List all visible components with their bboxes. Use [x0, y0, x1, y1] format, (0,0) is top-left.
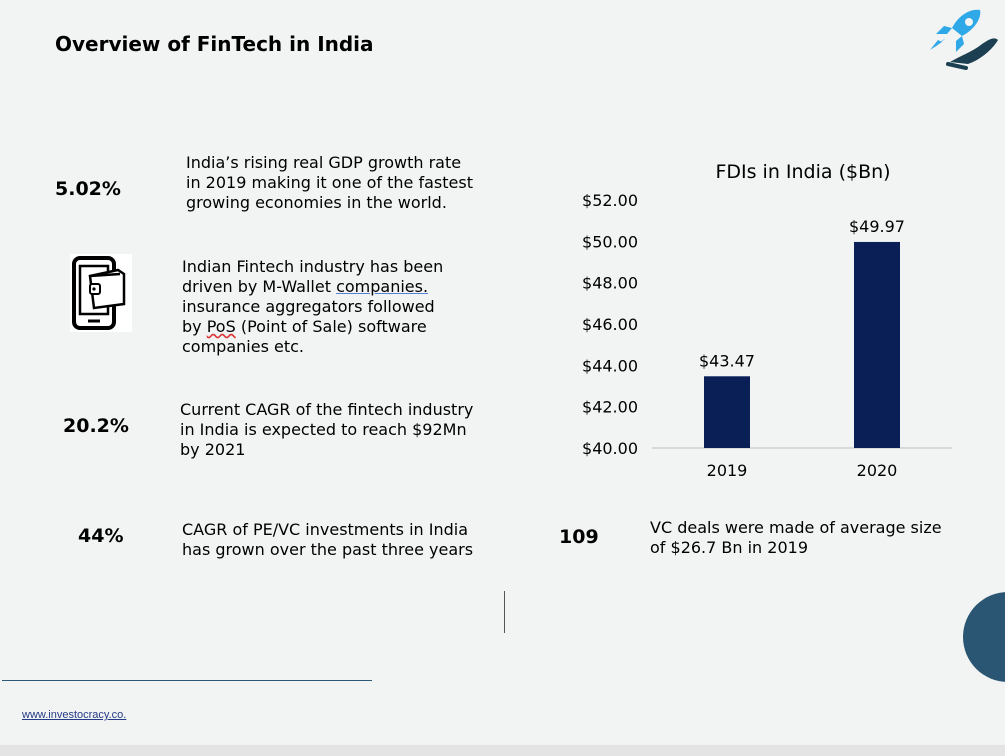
mobile-wallet-icon	[70, 254, 132, 332]
data-label-2019: $43.47	[699, 351, 755, 370]
y-tick-label: $50.00	[582, 232, 638, 251]
footer-divider	[2, 680, 372, 681]
y-tick-label: $52.00	[582, 191, 638, 210]
y-tick-label: $48.00	[582, 274, 638, 293]
page-title: Overview of FinTech in India	[55, 32, 374, 56]
decorative-circle	[963, 592, 1005, 682]
stat-description-cagr: Current CAGR of the fintech industry in …	[180, 400, 474, 459]
y-tick-label: $42.00	[582, 398, 638, 417]
fdi-bar-chart: FDIs in India ($Bn) $40.00 $42.00 $44.00 $4…	[582, 161, 952, 480]
data-label-2020: $49.97	[849, 217, 905, 236]
chart-title: FDIs in India ($Bn)	[715, 161, 890, 183]
bottom-strip	[0, 745, 1005, 756]
y-tick-label: $40.00	[582, 439, 638, 458]
y-tick-label: $46.00	[582, 315, 638, 334]
rocket-hand-icon	[930, 9, 998, 70]
y-tick-label: $44.00	[582, 356, 638, 375]
stat-description-gdp: India’s rising real GDP growth rate in 2…	[186, 153, 473, 212]
stat-description-vc-deals: VC deals were made of average size of $2…	[650, 518, 942, 557]
footer-website-link[interactable]: www.investocracy.co.	[22, 709, 127, 721]
x-tick-label-2019: 2019	[707, 461, 748, 480]
stat-description-mwallet: Indian Fintech industry has been driven …	[182, 257, 444, 356]
stat-value-cagr: 20.2%	[63, 415, 129, 437]
stat-value-gdp: 5.02%	[55, 178, 121, 200]
stat-value-vc-deals: 109	[559, 526, 599, 548]
bar-2020	[854, 241, 900, 448]
bar-2019	[704, 376, 750, 448]
x-tick-label-2020: 2020	[857, 461, 898, 480]
stat-value-pevc: 44%	[78, 525, 124, 547]
vertical-divider	[504, 591, 505, 633]
stat-description-pevc: CAGR of PE/VC investments in India has g…	[182, 520, 474, 559]
